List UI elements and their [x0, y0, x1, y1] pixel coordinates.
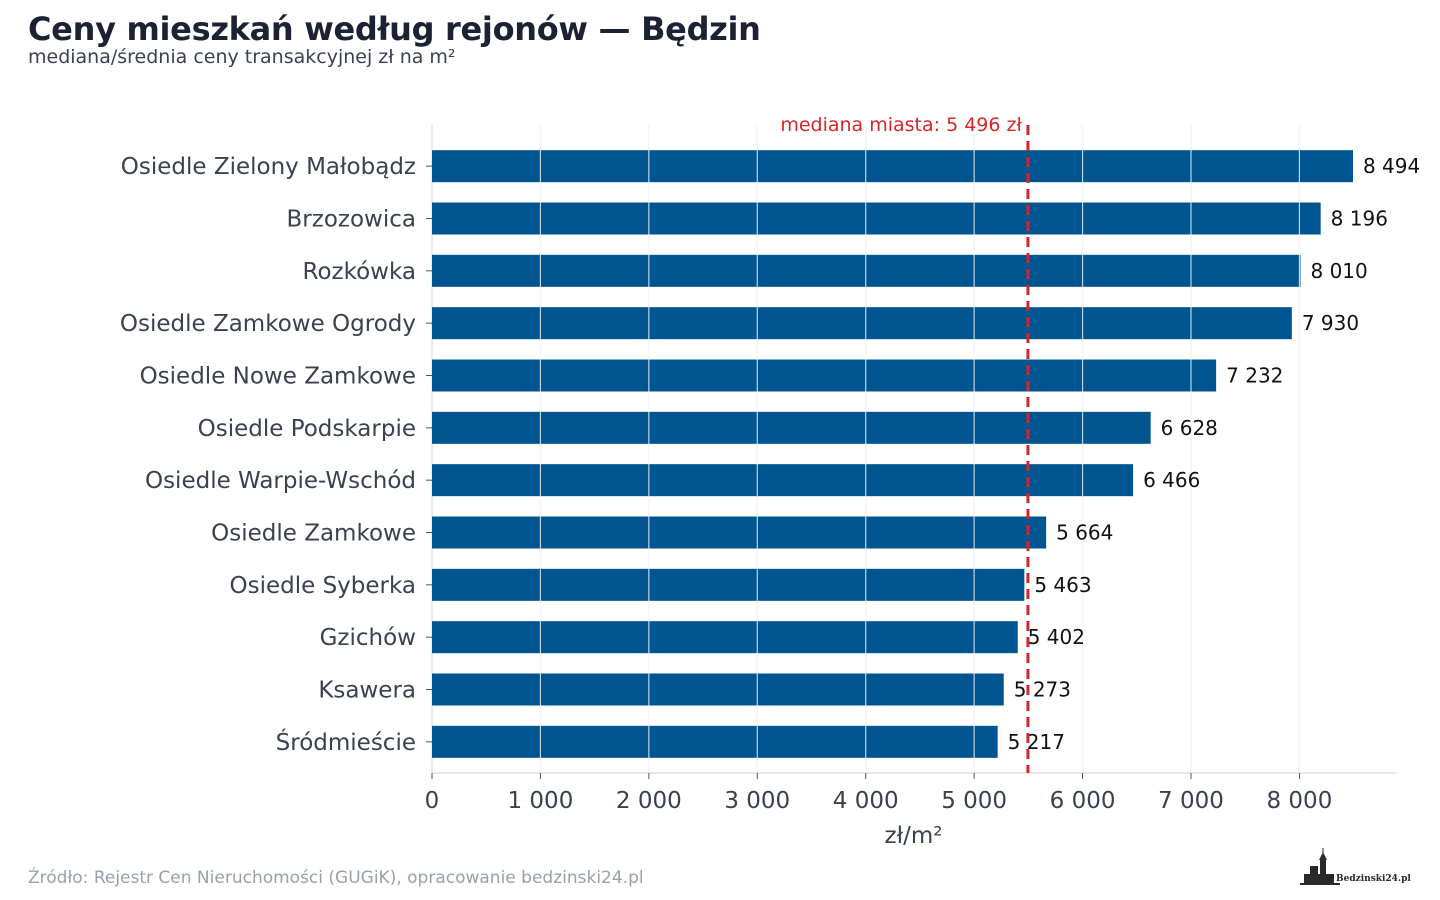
value-label: 8 010: [1311, 259, 1368, 283]
x-tick-label: 7 000: [1158, 788, 1224, 814]
category-label: Osiedle Zamkowe Ogrody: [120, 311, 416, 337]
bar: [432, 307, 1292, 340]
value-label: 7 930: [1302, 311, 1359, 335]
bar: [432, 673, 1004, 706]
bar: [432, 725, 998, 758]
x-tick-label: 8 000: [1266, 788, 1332, 814]
chart-subtitle: mediana/średnia ceny transakcyjnej zł na…: [28, 46, 456, 68]
x-tick-label: 5 000: [941, 788, 1007, 814]
category-label: Śródmieście: [276, 728, 416, 756]
category-label: Osiedle Warpie-Wschód: [145, 468, 416, 494]
logo: Bedzinski24.pl: [1300, 848, 1411, 885]
category-label: Gzichów: [320, 625, 416, 651]
x-axis-label: zł/m²: [885, 823, 943, 849]
category-label: Osiedle Zielony Małobądz: [121, 154, 416, 180]
chart-title: Ceny mieszkań według rejonów — Będzin: [28, 10, 761, 48]
value-label: 7 232: [1226, 364, 1283, 388]
category-label: Rozkówka: [303, 259, 416, 285]
source-note: Źródło: Rejestr Cen Nieruchomości (GUGiK…: [28, 868, 644, 888]
category-label: Ksawera: [318, 678, 416, 704]
castle-icon: [1300, 848, 1340, 885]
median-label: mediana miasta: 5 496 zł: [780, 114, 1022, 136]
value-label: 6 628: [1161, 416, 1218, 440]
value-label: 5 217: [1008, 730, 1065, 754]
category-label: Osiedle Zamkowe: [211, 521, 416, 547]
value-label: 5 463: [1034, 573, 1091, 597]
x-tick-label: 0: [425, 788, 440, 814]
value-label: 5 273: [1014, 678, 1071, 702]
category-label: Brzozowica: [287, 207, 416, 233]
bar: [432, 411, 1151, 444]
value-label: 8 494: [1363, 154, 1420, 178]
x-tick-label: 6 000: [1050, 788, 1116, 814]
x-tick-label: 4 000: [833, 788, 899, 814]
category-label: Osiedle Syberka: [229, 573, 416, 599]
value-label: 5 664: [1056, 521, 1113, 545]
x-tick-label: 1 000: [507, 788, 573, 814]
logo-text: Bedzinski24.pl: [1336, 874, 1411, 884]
bar: [432, 516, 1047, 549]
x-tick-label: 2 000: [616, 788, 682, 814]
bar: [432, 464, 1134, 497]
category-label: Osiedle Nowe Zamkowe: [140, 364, 416, 390]
value-label: 8 196: [1331, 207, 1388, 231]
value-label: 6 466: [1143, 468, 1200, 492]
bar: [432, 202, 1321, 235]
x-tick-label: 3 000: [724, 788, 790, 814]
bar: [432, 359, 1217, 392]
bar: [432, 621, 1018, 654]
bar: [432, 150, 1353, 183]
value-label: 5 402: [1028, 625, 1085, 649]
bar: [432, 568, 1025, 601]
category-label: Osiedle Podskarpie: [198, 416, 416, 442]
